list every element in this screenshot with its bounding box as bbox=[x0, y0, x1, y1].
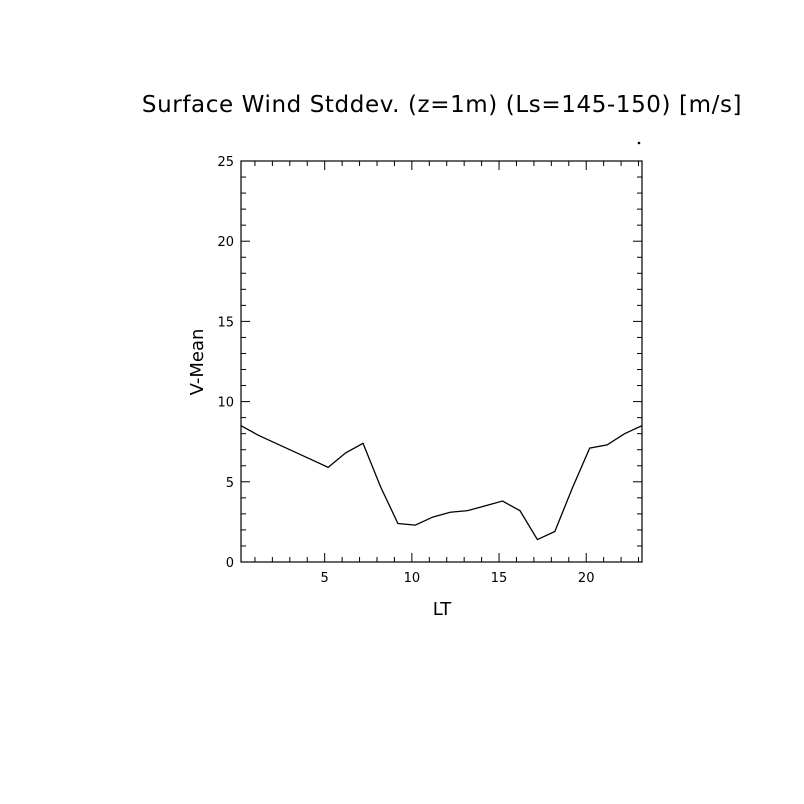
x-axis-label: LT bbox=[433, 599, 453, 620]
plot-frame bbox=[240, 160, 643, 563]
y-tick-label: 25 bbox=[217, 155, 234, 170]
y-tick-label: 0 bbox=[226, 556, 234, 571]
x-tick-label: 10 bbox=[404, 571, 421, 586]
x-tick-label: 5 bbox=[321, 571, 329, 586]
x-tick-label: 15 bbox=[491, 571, 508, 586]
tick-marks bbox=[241, 160, 642, 563]
y-axis-label: V-Mean bbox=[187, 329, 208, 396]
y-tick-label: 5 bbox=[226, 476, 234, 491]
corner-marker bbox=[637, 141, 641, 145]
tick-labels: 5 10 15 20 0 5 10 15 20 25 bbox=[217, 155, 594, 586]
x-tick-label: 20 bbox=[578, 571, 595, 586]
chart-title: Surface Wind Stddev. (z=1m) (Ls=145-150)… bbox=[142, 92, 742, 118]
data-line bbox=[240, 425, 643, 541]
y-tick-label: 20 bbox=[217, 235, 234, 250]
y-tick-label: 15 bbox=[217, 315, 234, 330]
y-tick-label: 10 bbox=[217, 396, 234, 411]
